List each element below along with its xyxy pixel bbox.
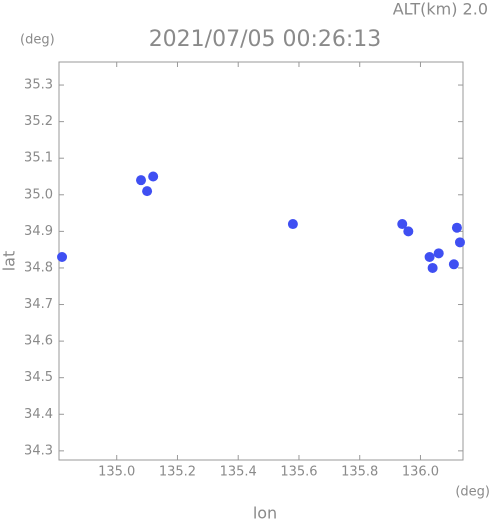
y-tick-label: 35.0 [24,187,53,202]
echo [448,259,459,270]
y-tick-label: 34.7 [24,297,53,312]
echo [427,262,438,273]
echo [454,237,465,248]
echo [424,251,435,262]
x-tick-label: 136.0 [402,465,439,480]
y-unit: (deg) [20,33,55,48]
y-tick-label: 34.9 [24,224,53,239]
x-tick-label: 135.4 [220,465,257,480]
y-tick-label: 35.2 [24,114,53,129]
echo [403,226,414,237]
echo [397,219,408,230]
y-tick-label: 35.3 [24,78,53,93]
x-tick-label: 135.6 [280,465,317,480]
y-tick-label: 35.1 [24,151,53,166]
plot-frame [58,61,464,461]
echo [287,219,298,230]
echo [57,251,68,262]
altitude-label: ALT(km) 2.0 [393,0,488,19]
y-tick-label: 34.6 [24,334,53,349]
echo [142,186,153,197]
y-tick-label: 34.5 [24,370,53,385]
y-tick-label: 34.8 [24,260,53,275]
x-unit: (deg) [455,485,490,500]
x-tick-label: 135.2 [159,465,196,480]
chart-title: 2021/07/05 00:26:13 [149,27,382,52]
echo [433,248,444,259]
echo [451,222,462,233]
echo [136,175,147,186]
y-axis-label: lat [0,251,19,272]
echo [148,171,159,182]
x-tick-label: 135.8 [341,465,378,480]
x-tick-label: 135.0 [98,465,135,480]
x-axis-label: lon [253,504,277,521]
y-tick-label: 34.4 [24,407,53,422]
y-tick-label: 34.3 [24,443,53,458]
